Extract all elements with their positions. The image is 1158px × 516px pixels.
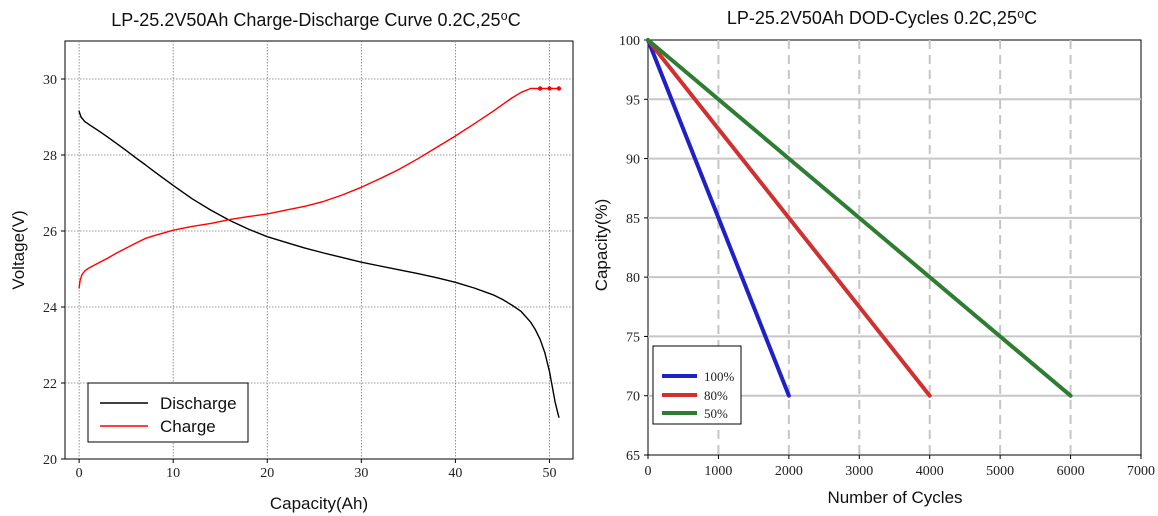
chart2-legend: 100% 80% 50% <box>652 345 742 425</box>
chart2-legend-label-80: 80% <box>704 388 728 403</box>
chart1-y-tick-label: 28 <box>43 149 57 164</box>
chart1-y-tick-label: 22 <box>43 377 57 392</box>
chart1-legend-label-charge: Charge <box>160 417 216 436</box>
chart1-x-axis-label: Capacity(Ah) <box>270 494 368 513</box>
chart1-y-tick-label: 30 <box>43 73 57 88</box>
chart1-legend-box <box>87 382 249 443</box>
chart1-x-tick-label: 50 <box>542 466 556 481</box>
chart1-x-tick-label: 30 <box>354 466 368 481</box>
chart1-series-line-charge <box>78 87 560 289</box>
chart2-grid <box>648 40 1141 455</box>
chart2-y-tick-label: 100 <box>619 34 640 49</box>
dod-cycles-chart: LP-25.2V50Ah DOD-Cycles 0.2C,25⁰C 0 1000 2… <box>592 8 1155 507</box>
chart2-x-tick-label: 5000 <box>986 464 1014 479</box>
chart1-legend: Discharge Charge <box>87 382 249 443</box>
chart2-y-tick-label: 75 <box>626 330 640 345</box>
chart2-x-tick-label: 7000 <box>1127 464 1155 479</box>
chart1-y-tick-label: 26 <box>43 225 57 240</box>
chart2-legend-label-50: 50% <box>704 406 728 421</box>
chart1-series <box>78 86 562 418</box>
chart2-x-tick-label: 1000 <box>704 464 732 479</box>
chart2-x-tick-label: 6000 <box>1057 464 1085 479</box>
chart2-series-line-50 <box>646 38 1073 398</box>
chart2-y-tick-label: 80 <box>626 271 640 286</box>
chart2-x-axis-label: Number of Cycles <box>827 488 962 507</box>
chart1-charge-point <box>537 86 543 91</box>
chart2-y-tick-label: 65 <box>626 449 640 464</box>
chart2-x-tick-label: 4000 <box>916 464 944 479</box>
chart2-title: LP-25.2V50Ah DOD-Cycles 0.2C,25⁰C <box>727 8 1037 28</box>
chart2-y-tick-label: 70 <box>626 390 640 405</box>
chart1-y-tick-label: 20 <box>43 453 57 468</box>
chart1-x-tick-label: 0 <box>76 466 83 481</box>
chart2-y-tick-label: 90 <box>626 153 640 168</box>
chart1-series-line-discharge <box>78 110 560 418</box>
chart1-x-ticks: 0 10 20 30 40 50 <box>76 459 556 481</box>
chart1-x-tick-label: 40 <box>448 466 462 481</box>
chart2-x-ticks: 0 1000 2000 3000 4000 5000 6000 7000 <box>645 455 1155 479</box>
chart2-x-tick-label: 3000 <box>845 464 873 479</box>
chart1-title: LP-25.2V50Ah Charge-Discharge Curve 0.2C… <box>111 10 520 30</box>
chart2-series-line-100 <box>646 38 791 398</box>
chart2-series-line-80 <box>646 38 932 398</box>
chart2-y-tick-label: 85 <box>626 212 640 227</box>
chart2-series <box>646 38 1073 398</box>
chart1-charge-point <box>556 86 562 91</box>
chart1-charge-point <box>547 86 552 91</box>
chart2-x-tick-label: 2000 <box>775 464 803 479</box>
chart1-legend-label-discharge: Discharge <box>160 394 237 413</box>
chart2-legend-label-100: 100% <box>704 369 735 384</box>
chart1-x-tick-label: 10 <box>166 466 180 481</box>
charge-discharge-chart: LP-25.2V50Ah Charge-Discharge Curve 0.2C… <box>9 10 574 513</box>
chart2-y-ticks: 65 70 75 80 85 90 95 100 <box>619 34 648 464</box>
chart2-y-axis-label: Capacity(%) <box>592 199 611 292</box>
chart1-x-tick-label: 20 <box>260 466 274 481</box>
chart2-x-tick-label: 0 <box>645 464 652 479</box>
chart1-y-tick-label: 24 <box>43 301 57 316</box>
chart1-y-axis-label: Voltage(V) <box>9 210 28 289</box>
chart2-y-tick-label: 95 <box>626 93 640 108</box>
chart1-y-ticks: 20 22 24 26 28 30 <box>43 73 65 468</box>
